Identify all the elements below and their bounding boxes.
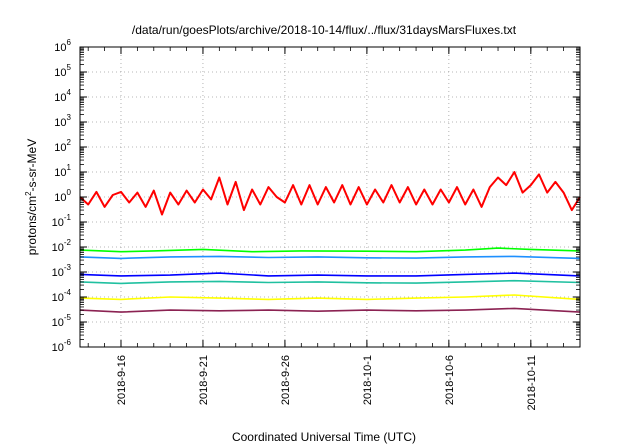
chart-title: /data/run/goesPlots/archive/2018-10-14/f… bbox=[132, 23, 517, 37]
y-tick-exponent: 6 bbox=[67, 38, 72, 47]
y-tick-base: 10 bbox=[52, 292, 64, 304]
y-tick-labels: 10-610-510-410-310-210-11001011021031041… bbox=[52, 38, 72, 354]
y-tick-label: 10-4 bbox=[52, 288, 72, 304]
y-tick-base: 10 bbox=[54, 42, 66, 54]
y-tick-label: 10-5 bbox=[52, 313, 72, 329]
x-tick-label: 2018-9-21 bbox=[198, 355, 210, 405]
y-tick-label: 105 bbox=[54, 63, 71, 79]
y-tick-exponent: 5 bbox=[67, 63, 72, 72]
y-tick-label: 104 bbox=[54, 88, 71, 104]
x-tick-label: 2018-10-6 bbox=[444, 355, 456, 405]
series-line-6 bbox=[79, 294, 581, 301]
y-tick-label: 10-1 bbox=[52, 213, 72, 229]
x-tick-labels: 2018-9-16 2018-9-21 2018-9-26 2018-10-1 2018… bbox=[116, 355, 538, 410]
y-tick-label: 106 bbox=[54, 38, 71, 54]
x-tick-label: 2018-9-26 bbox=[280, 355, 292, 405]
x-axis-label: Coordinated Universal Time (UTC) bbox=[232, 430, 416, 444]
grid-lines bbox=[80, 47, 580, 347]
series-line-2 bbox=[79, 247, 581, 253]
y-tick-base: 10 bbox=[52, 317, 64, 329]
y-tick-label: 10-6 bbox=[52, 338, 72, 354]
y-axis-label-sup: 2 bbox=[24, 191, 33, 196]
x-tick-label: 2018-10-11 bbox=[526, 355, 538, 410]
y-tick-exponent: -5 bbox=[64, 313, 72, 322]
y-tick-label: 10-3 bbox=[52, 263, 72, 279]
y-tick-exponent: -1 bbox=[64, 213, 72, 222]
y-tick-label: 103 bbox=[54, 113, 71, 129]
y-tick-exponent: 0 bbox=[67, 188, 72, 197]
axis-ticks bbox=[80, 46, 581, 348]
y-tick-base: 10 bbox=[54, 117, 66, 129]
y-tick-base: 10 bbox=[52, 217, 64, 229]
y-tick-exponent: -2 bbox=[64, 238, 72, 247]
y-tick-base: 10 bbox=[52, 342, 64, 354]
y-tick-exponent: 4 bbox=[67, 88, 72, 97]
y-axis-label-after: -s-sr-MeV bbox=[25, 139, 39, 192]
series-line-7 bbox=[79, 307, 581, 313]
y-tick-base: 10 bbox=[54, 167, 66, 179]
y-tick-label: 101 bbox=[54, 163, 71, 179]
y-tick-exponent: 2 bbox=[67, 138, 72, 147]
y-axis-label: protons/cm2-s-sr-MeV bbox=[24, 139, 39, 255]
y-tick-label: 10-2 bbox=[52, 238, 72, 254]
y-tick-exponent: -4 bbox=[64, 288, 72, 297]
series-line-1 bbox=[79, 171, 581, 216]
y-axis-label-before: protons/cm bbox=[25, 196, 39, 255]
y-tick-exponent: -6 bbox=[64, 338, 72, 347]
y-tick-exponent: 1 bbox=[67, 163, 72, 172]
y-tick-base: 10 bbox=[52, 242, 64, 254]
y-tick-base: 10 bbox=[54, 142, 66, 154]
series-line-4 bbox=[79, 272, 581, 277]
y-tick-base: 10 bbox=[54, 192, 66, 204]
series-lines bbox=[79, 171, 581, 313]
y-tick-base: 10 bbox=[54, 92, 66, 104]
y-tick-base: 10 bbox=[54, 67, 66, 79]
y-tick-label: 100 bbox=[54, 188, 71, 204]
y-tick-base: 10 bbox=[52, 267, 64, 279]
x-tick-label: 2018-10-1 bbox=[362, 355, 374, 405]
y-tick-exponent: -3 bbox=[64, 263, 72, 272]
x-tick-label: 2018-9-16 bbox=[116, 355, 128, 405]
y-tick-exponent: 3 bbox=[67, 113, 72, 122]
y-tick-label: 102 bbox=[54, 138, 71, 154]
series-line-3 bbox=[79, 255, 581, 260]
series-line-5 bbox=[79, 279, 581, 285]
